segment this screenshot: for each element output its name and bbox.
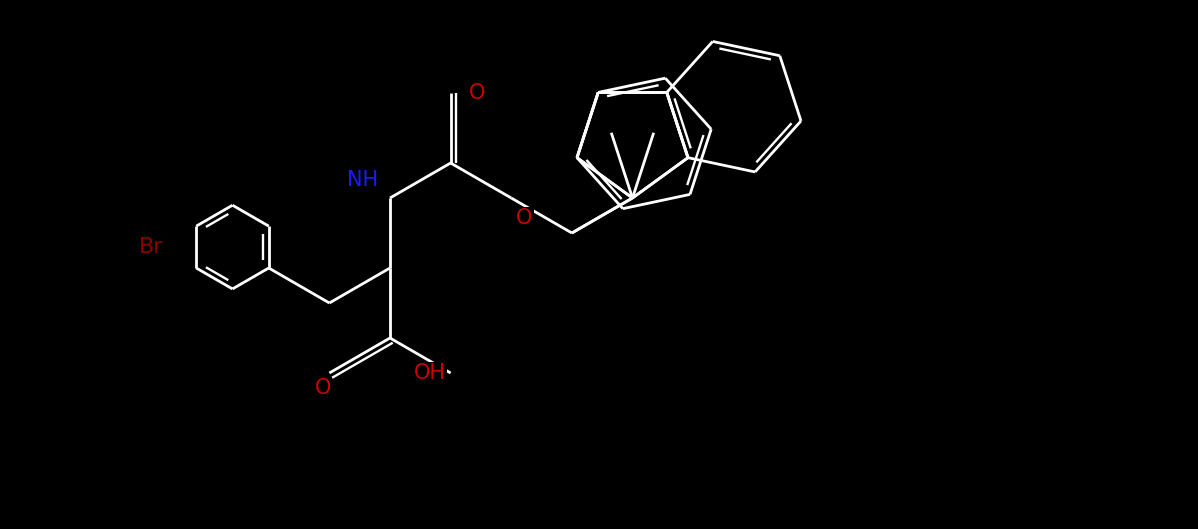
Text: Br: Br xyxy=(139,237,164,257)
Text: NH: NH xyxy=(347,170,379,190)
Text: O: O xyxy=(516,208,533,228)
Text: O: O xyxy=(315,378,332,398)
Text: Br: Br xyxy=(139,237,164,257)
Text: O: O xyxy=(468,83,485,103)
Text: O: O xyxy=(468,83,485,103)
Text: OH: OH xyxy=(413,363,446,383)
Text: O: O xyxy=(315,378,332,398)
Text: OH: OH xyxy=(413,363,446,383)
Text: O: O xyxy=(516,208,533,228)
Text: NH: NH xyxy=(347,170,379,190)
